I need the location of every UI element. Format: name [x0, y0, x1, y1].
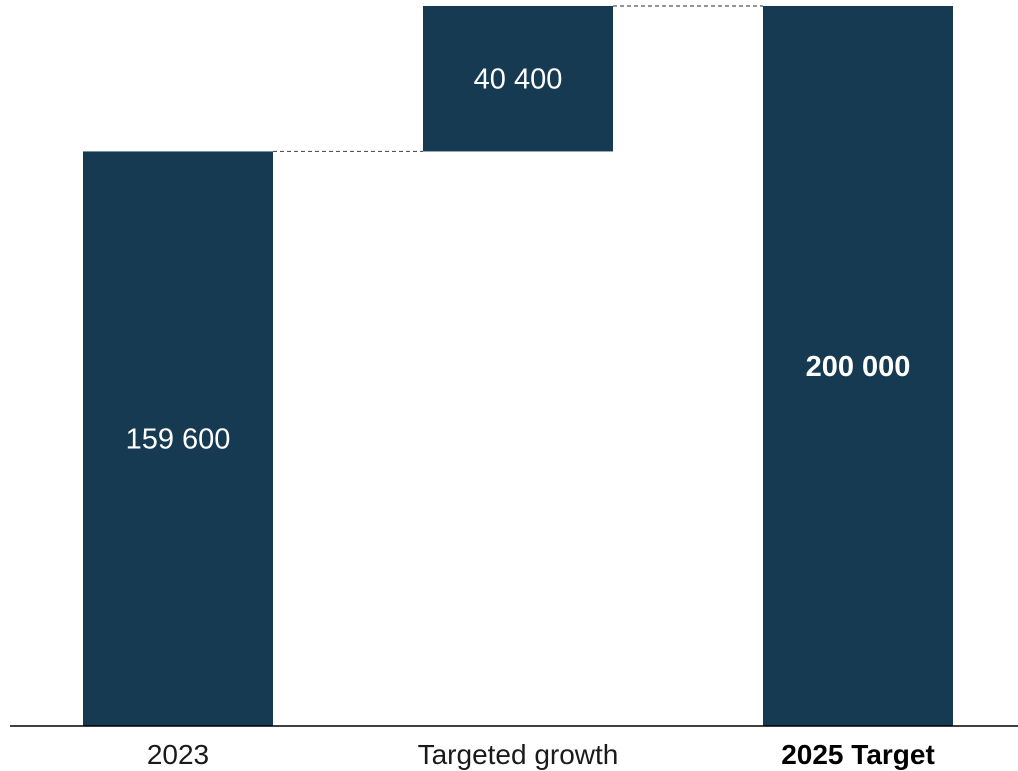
category-label-targeted-growth: Targeted growth — [418, 739, 619, 770]
bar-targeted-growth — [423, 6, 613, 152]
bar-2023 — [83, 151, 273, 726]
category-label-2023: 2023 — [147, 739, 209, 770]
bar-2025-target — [763, 6, 953, 726]
value-labels: 159 600 40 400 200 000 — [126, 64, 911, 456]
value-label-2025-target: 200 000 — [806, 351, 911, 383]
value-label-2023: 159 600 — [126, 424, 231, 456]
category-labels: 2023 Targeted growth 2025 Target — [147, 739, 935, 770]
value-label-targeted-growth: 40 400 — [474, 64, 563, 96]
bars-group — [83, 6, 953, 726]
category-label-2025-target: 2025 Target — [781, 739, 935, 770]
connector-lines — [273, 5, 763, 153]
